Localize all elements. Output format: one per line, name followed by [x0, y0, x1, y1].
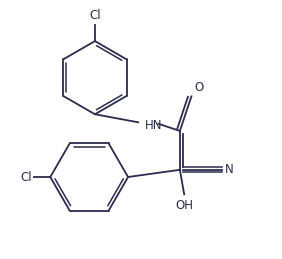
Text: HN: HN — [145, 119, 163, 132]
Text: Cl: Cl — [89, 9, 101, 22]
Text: Cl: Cl — [20, 170, 32, 184]
Text: O: O — [194, 81, 204, 93]
Text: N: N — [224, 163, 233, 176]
Text: OH: OH — [175, 199, 193, 212]
